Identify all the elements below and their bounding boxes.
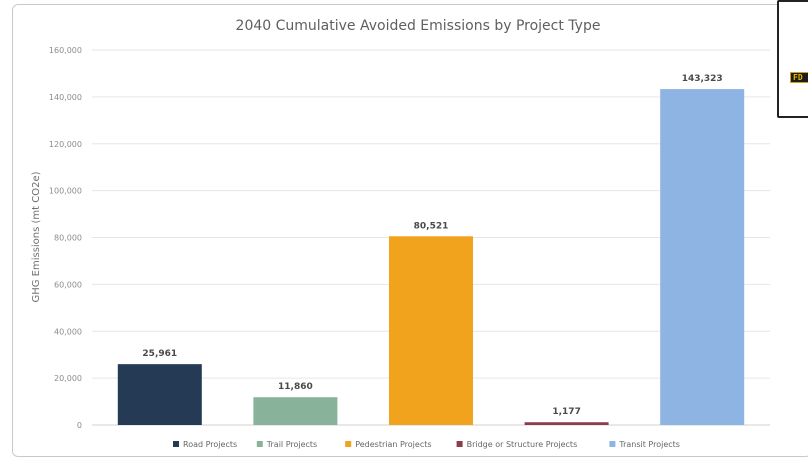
data-label: 25,961	[142, 349, 177, 359]
legend-label: Trail Projects	[266, 440, 317, 449]
corner-overlay-box	[777, 0, 808, 118]
bar-transit-projects	[660, 89, 745, 425]
legend-label: Pedestrian Projects	[355, 440, 431, 449]
legend-label: Transit Projects	[618, 440, 680, 449]
bar-road-projects	[117, 364, 202, 425]
data-label: 11,860	[278, 382, 313, 392]
data-label: 143,323	[682, 74, 723, 84]
data-label: 80,521	[414, 221, 449, 231]
y-tick-label: 80,000	[54, 234, 82, 243]
chart-title: 2040 Cumulative Avoided Emissions by Pro…	[236, 18, 601, 34]
bar-trail-projects	[253, 397, 338, 425]
y-tick-label: 60,000	[54, 280, 82, 289]
corner-logo: FD	[790, 72, 808, 83]
y-tick-label: 0	[77, 421, 82, 430]
y-axis-label: GHG Emissions (mt CO2e)	[31, 171, 42, 302]
legend: Road Projects Trail Projects Pedestrian Pr…	[173, 440, 680, 449]
y-tick-label: 40,000	[54, 327, 82, 336]
legend-label: Bridge or Structure Projects	[467, 440, 578, 449]
y-tick-label: 100,000	[49, 187, 82, 196]
y-tick-label: 160,000	[49, 46, 82, 55]
data-labels: 25,961 11,860 80,521 1,177 143,323	[142, 74, 722, 417]
y-axis-ticks: 160,000 140,000 120,000 100,000 80,000 60,000…	[49, 46, 82, 430]
legend-swatch	[173, 441, 179, 447]
legend-swatch	[609, 441, 616, 447]
bars	[117, 89, 745, 425]
legend-swatch	[456, 441, 463, 447]
y-tick-label: 20,000	[54, 374, 82, 383]
y-tick-label: 140,000	[49, 93, 82, 102]
legend-swatch	[345, 441, 352, 447]
legend-swatch	[256, 441, 263, 447]
bar-bridge-or-structure-projects	[524, 422, 609, 425]
bar-pedestrian-projects	[389, 236, 473, 425]
y-tick-label: 120,000	[49, 140, 82, 149]
legend-label: Road Projects	[183, 440, 237, 449]
data-label: 1,177	[552, 407, 580, 417]
